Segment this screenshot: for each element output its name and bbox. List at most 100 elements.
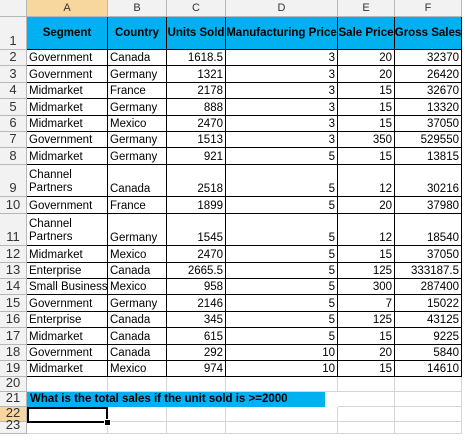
table-cell[interactable]: 5 [226,295,338,312]
table-cell[interactable]: Mexico [108,279,167,296]
row-header-5[interactable]: 5 [0,99,27,116]
column-title-cell[interactable]: Country [108,17,167,50]
table-cell[interactable]: 350 [338,132,395,149]
table-cell[interactable]: 15 [338,82,395,100]
table-cell[interactable]: 3 [226,66,338,83]
active-cell-a22[interactable] [27,407,108,424]
table-cell[interactable]: Mexico [108,361,167,378]
table-cell[interactable]: Government [27,50,108,67]
table-cell[interactable]: Midmarket [27,246,108,263]
table-cell[interactable]: 2518 [167,164,226,198]
table-cell[interactable]: 5 [226,279,338,296]
table-cell[interactable]: 529550 [395,132,462,149]
table-cell[interactable]: Canada [108,50,167,67]
table-cell[interactable]: Midmarket [27,328,108,345]
row-header-7[interactable]: 7 [0,131,27,149]
table-cell[interactable]: Enterprise [27,311,108,329]
row-header-17[interactable]: 17 [0,328,27,345]
fill-handle[interactable] [104,419,111,427]
table-cell[interactable]: 1321 [167,66,226,83]
table-cell[interactable]: Germany [108,99,167,116]
table-cell[interactable]: 3 [226,82,338,100]
table-cell[interactable]: Germany [108,295,167,312]
empty-cell[interactable] [108,407,167,423]
table-cell[interactable]: Government [27,344,108,361]
empty-cell[interactable] [226,377,338,393]
table-cell[interactable]: 2178 [167,82,226,100]
table-cell[interactable]: 37050 [395,115,462,132]
column-title-cell[interactable]: Gross Sales [395,17,462,50]
row-header-22[interactable]: 22 [0,405,27,423]
table-cell[interactable]: Germany [108,148,167,165]
table-cell[interactable]: 3 [226,115,338,132]
empty-cell[interactable] [27,422,108,435]
table-cell[interactable]: 2470 [167,246,226,263]
table-cell[interactable]: 14610 [395,361,462,378]
table-cell[interactable]: 30216 [395,164,462,198]
table-cell[interactable]: 15022 [395,295,462,312]
table-cell[interactable]: 5 [226,246,338,263]
table-cell[interactable]: Channel Partners [27,213,108,247]
table-cell[interactable]: 20 [338,50,395,67]
table-cell[interactable]: 5 [226,311,338,329]
table-cell[interactable]: 921 [167,148,226,165]
empty-cell[interactable] [167,422,226,435]
table-cell[interactable]: 2470 [167,115,226,132]
table-cell[interactable]: 9225 [395,328,462,345]
row-header-16[interactable]: 16 [0,311,27,329]
table-cell[interactable]: 345 [167,311,226,329]
row-header-8[interactable]: 8 [0,148,27,165]
table-cell[interactable]: 20 [338,344,395,361]
table-cell[interactable]: 292 [167,344,226,361]
table-cell[interactable]: 1899 [167,197,226,214]
row-header-20[interactable]: 20 [0,375,27,393]
empty-cell[interactable] [395,392,462,408]
table-cell[interactable]: 1513 [167,132,226,149]
empty-cell[interactable] [226,422,338,435]
table-cell[interactable]: Midmarket [27,115,108,132]
table-cell[interactable]: 5 [226,213,338,247]
table-cell[interactable]: Small Business [27,279,108,296]
column-header-e[interactable]: E [338,0,395,17]
table-cell[interactable]: 2146 [167,295,226,312]
row-header-4[interactable]: 4 [0,82,27,100]
table-cell[interactable]: 15 [338,328,395,345]
column-header-d[interactable]: D [226,0,338,17]
column-title-cell[interactable]: Sale Price [338,17,395,50]
table-cell[interactable]: 7 [338,295,395,312]
table-cell[interactable]: France [108,82,167,100]
table-cell[interactable]: 2665.5 [167,262,226,279]
table-cell[interactable]: 5 [226,197,338,214]
table-cell[interactable]: 15 [338,361,395,378]
table-cell[interactable]: 3 [226,132,338,149]
table-cell[interactable]: 32370 [395,50,462,67]
table-cell[interactable]: 974 [167,361,226,378]
table-cell[interactable]: 43125 [395,311,462,329]
table-cell[interactable]: Midmarket [27,148,108,165]
row-header-19[interactable]: 19 [0,360,27,378]
table-cell[interactable]: Mexico [108,115,167,132]
table-cell[interactable]: 615 [167,328,226,345]
row-header-2[interactable]: 2 [0,49,27,67]
table-cell[interactable]: 888 [167,99,226,116]
table-cell[interactable]: Enterprise [27,262,108,279]
row-header-21[interactable]: 21 [0,390,27,408]
empty-cell[interactable] [27,377,108,393]
table-cell[interactable]: 15 [338,99,395,116]
table-cell[interactable]: Government [27,295,108,312]
empty-cell[interactable] [395,422,462,435]
empty-cell[interactable] [226,407,338,423]
table-cell[interactable]: 5 [226,148,338,165]
table-cell[interactable]: 20 [338,197,395,214]
column-title-cell[interactable]: Manufacturing Price [226,17,338,50]
table-cell[interactable]: 5 [226,164,338,198]
column-header-b[interactable]: B [108,0,167,17]
table-cell[interactable]: 125 [338,311,395,329]
table-cell[interactable]: 18540 [395,213,462,247]
empty-cell[interactable] [338,392,395,408]
table-cell[interactable]: 958 [167,279,226,296]
empty-cell[interactable] [395,407,462,423]
table-cell[interactable]: Germany [108,132,167,149]
table-cell[interactable]: France [108,197,167,214]
table-cell[interactable]: Government [27,132,108,149]
